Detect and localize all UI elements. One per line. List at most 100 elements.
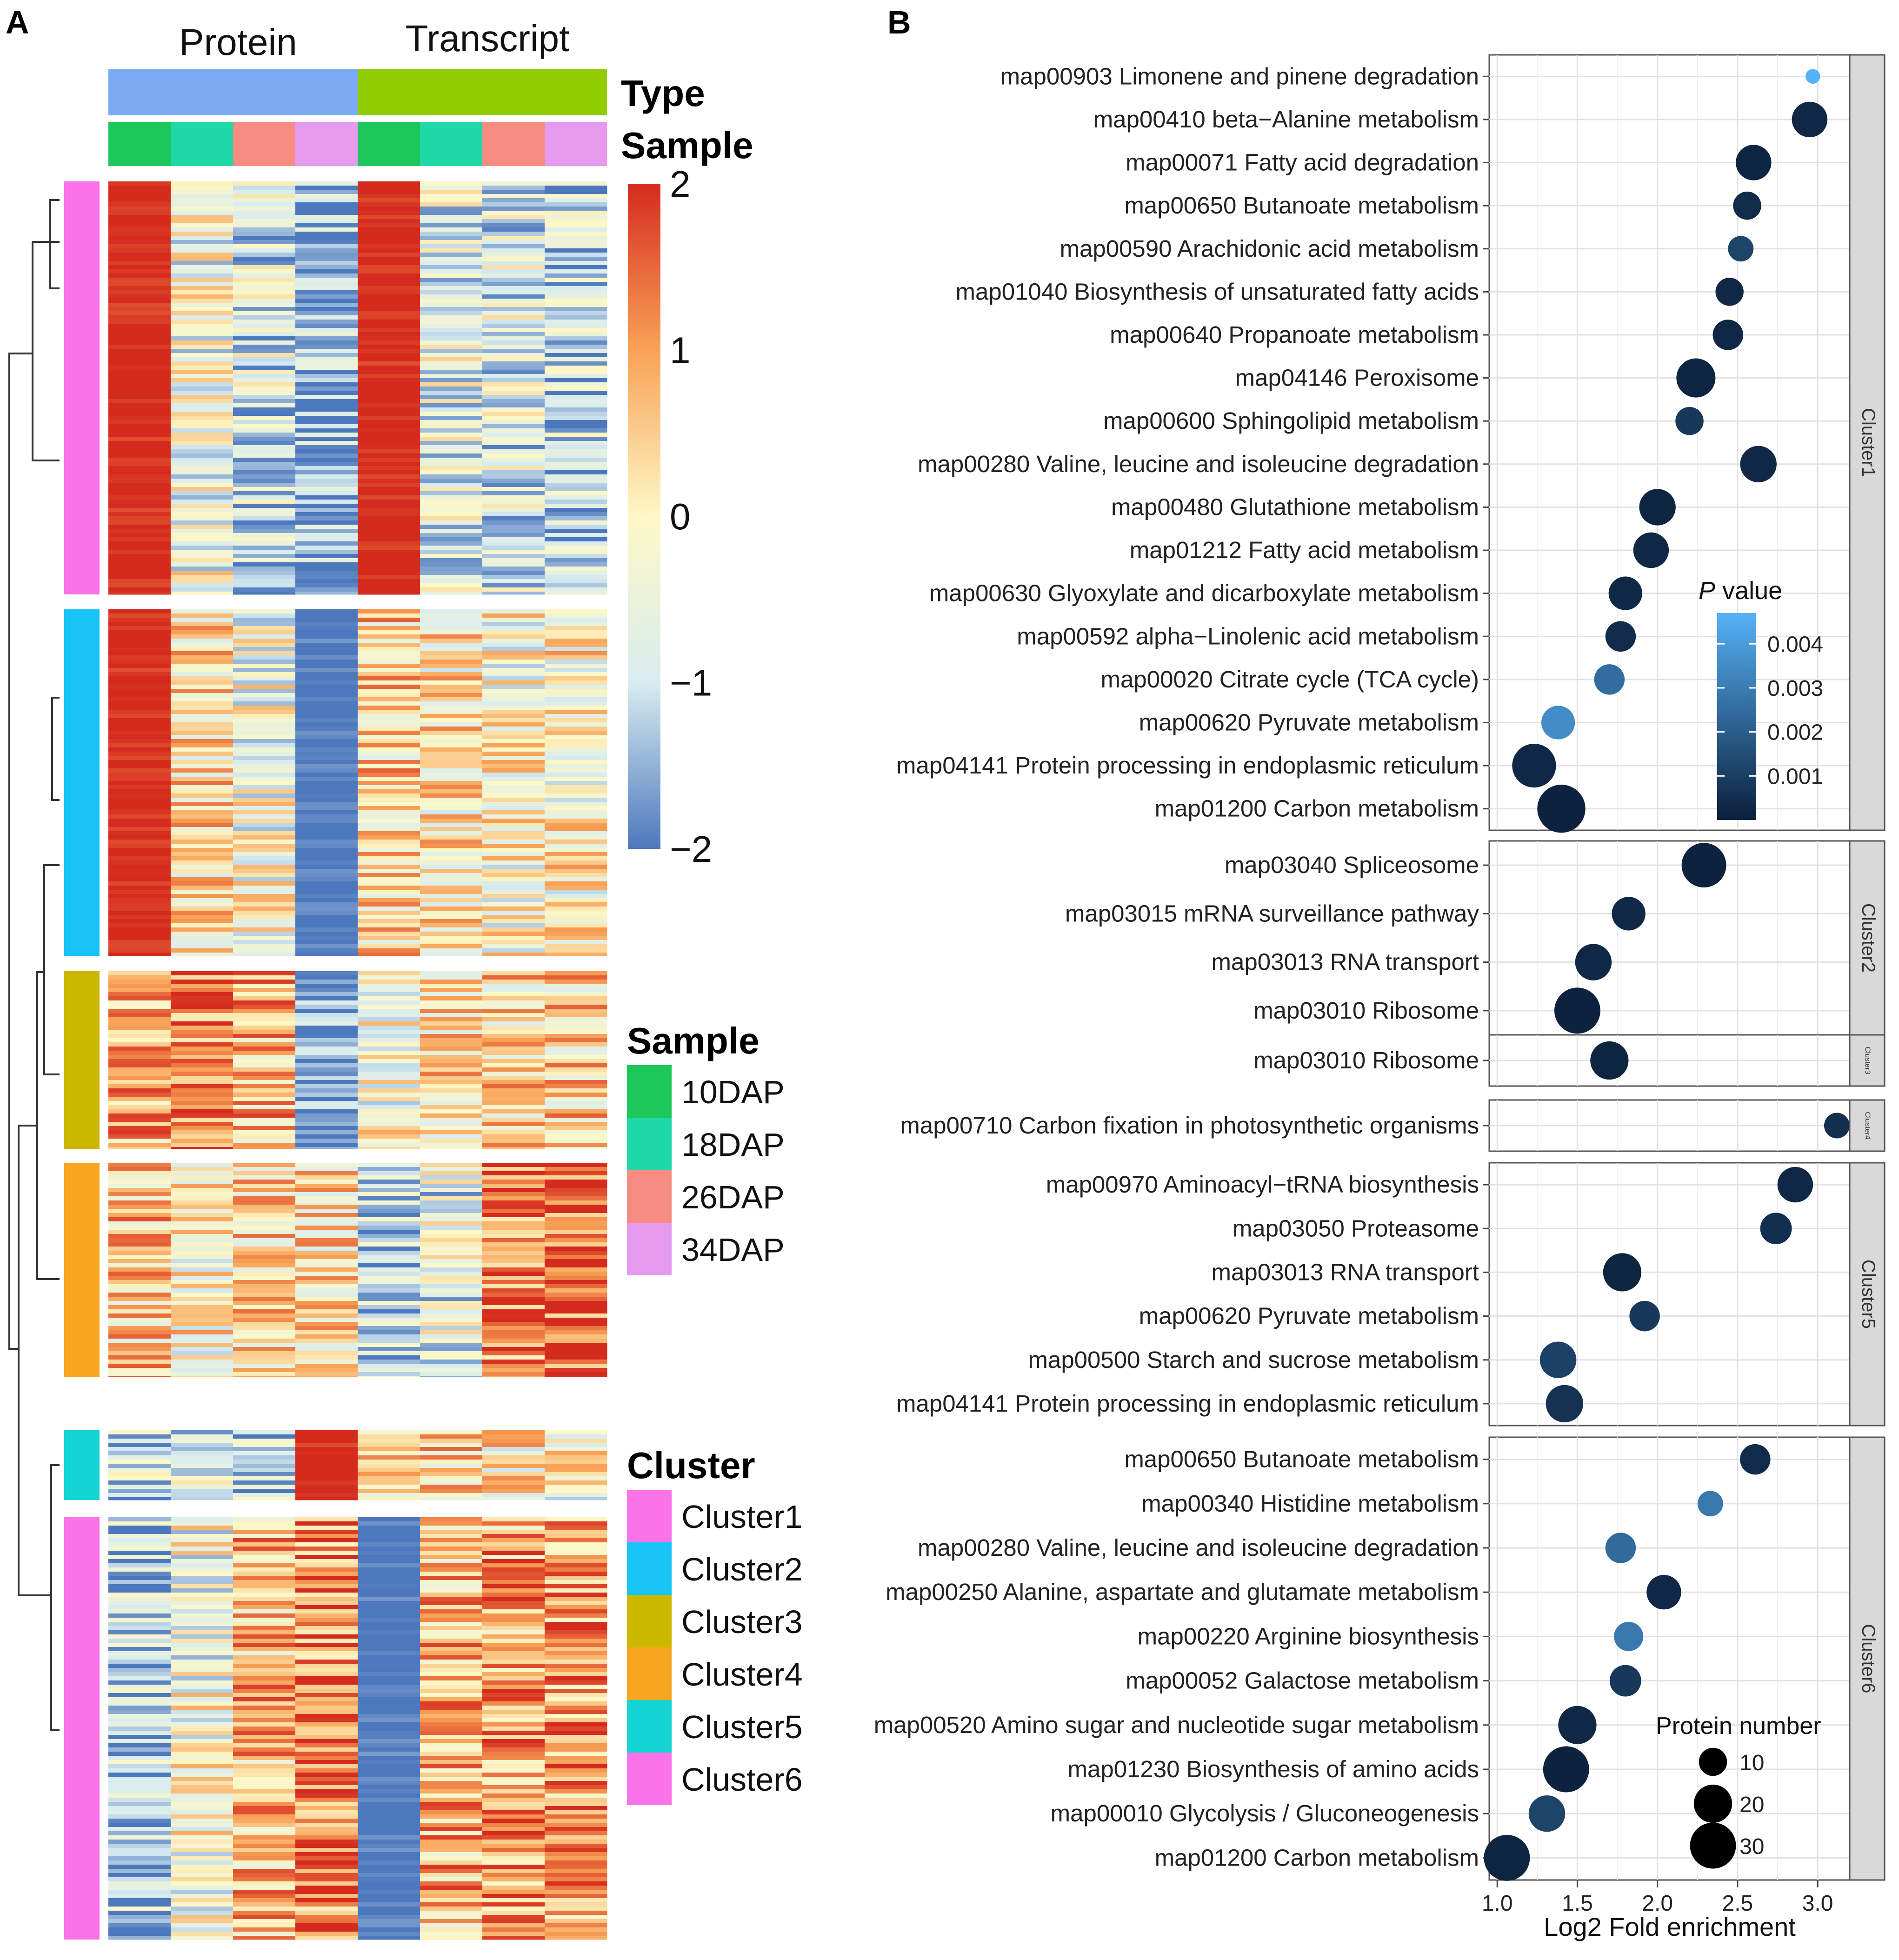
heatmap-cell	[295, 932, 358, 936]
heatmap-cell	[358, 269, 420, 274]
cluster-legend-label: Cluster2	[681, 1551, 803, 1587]
heatmap-cell	[108, 1764, 171, 1769]
heatmap-cell	[482, 739, 545, 744]
heatmap-cell	[108, 357, 171, 362]
heatmap-cell	[545, 902, 607, 907]
heatmap-cell	[358, 211, 420, 215]
heatmap-cell	[295, 529, 358, 533]
heatmap-cell	[295, 1547, 358, 1551]
heatmap-cell	[171, 1489, 233, 1493]
heatmap-cell	[295, 936, 358, 940]
heatmap-cell	[482, 835, 545, 840]
heatmap-cell	[108, 1756, 171, 1760]
heatmap-cell	[171, 273, 233, 278]
sample-cell	[295, 122, 358, 166]
heatmap-cell	[420, 1777, 483, 1781]
heatmap-cell	[482, 890, 545, 894]
heatmap-cell	[171, 1898, 233, 1903]
heatmap-cell	[108, 265, 171, 270]
heatmap-cell	[482, 1743, 545, 1748]
heatmap-cell	[108, 1339, 171, 1343]
heatmap-cell	[233, 1188, 296, 1193]
heatmap-cell	[171, 894, 233, 899]
heatmap-cell	[171, 1530, 233, 1534]
heatmap-cell	[482, 1242, 545, 1247]
heatmap-cell	[233, 940, 296, 945]
heatmap-cell	[233, 647, 296, 652]
heatmap-cell	[233, 1221, 296, 1226]
heatmap-cell	[482, 1848, 545, 1853]
heatmap-cell	[171, 664, 233, 668]
heatmap-cell	[108, 445, 171, 450]
heatmap-cell	[295, 1305, 358, 1310]
heatmap-cell	[295, 345, 358, 349]
heatmap-cell	[545, 579, 607, 584]
heatmap-cell	[171, 541, 233, 546]
heatmap-cell	[482, 672, 545, 677]
heatmap-cell	[108, 554, 171, 559]
heatmap-cell	[358, 194, 420, 199]
heatmap-cell	[108, 1485, 171, 1489]
cluster-legend-label: Cluster6	[681, 1761, 803, 1798]
heatmap-cell	[545, 1105, 607, 1110]
heatmap-cell	[358, 1067, 420, 1072]
heatmap-cell	[233, 537, 296, 542]
heatmap-cell	[233, 1898, 296, 1903]
heatmap-cell	[545, 1272, 607, 1276]
heatmap-cell	[420, 286, 483, 291]
heatmap-cell	[420, 1538, 483, 1543]
heatmap-cell	[233, 1647, 296, 1652]
heatmap-cell	[171, 1844, 233, 1848]
heatmap-cell	[295, 491, 358, 496]
heatmap-cell	[358, 706, 420, 710]
heatmap-cell	[545, 1263, 607, 1268]
heatmap-cell	[420, 680, 483, 685]
heatmap-cell	[233, 332, 296, 337]
heatmap-cell	[171, 1143, 233, 1147]
heatmap-cell	[171, 984, 233, 988]
heatmap-cell	[482, 1844, 545, 1848]
heatmap-cell	[295, 777, 358, 781]
heatmap-cell	[233, 387, 296, 391]
heatmap-cell	[482, 1689, 545, 1693]
heatmap-cell	[295, 273, 358, 278]
heatmap-cell	[482, 215, 545, 220]
heatmap-cell	[171, 433, 233, 437]
heatmap-cell	[171, 579, 233, 584]
heatmap-cell	[482, 907, 545, 911]
heatmap-cell	[108, 1647, 171, 1652]
heatmap-cell	[545, 1810, 607, 1815]
heatmap-cell	[545, 462, 607, 467]
heatmap-cell	[545, 1555, 607, 1560]
heatmap-cell	[482, 244, 545, 249]
heatmap-cell	[295, 1735, 358, 1740]
heatmap-cell	[108, 1238, 171, 1243]
heatmap-cell	[108, 1680, 171, 1685]
heatmap-cell	[171, 710, 233, 714]
heatmap-cell	[108, 257, 171, 261]
heatmap-cell	[482, 1343, 545, 1347]
heatmap-cell	[171, 403, 233, 408]
heatmap-cell	[108, 710, 171, 714]
heatmap-cell	[171, 1126, 233, 1131]
heatmap-cell	[420, 609, 483, 614]
heatmap-cell	[358, 1434, 420, 1439]
heatmap-cell	[545, 1188, 607, 1193]
heatmap-cell	[171, 1739, 233, 1744]
heatmap-cell	[358, 1293, 420, 1297]
heatmap-cell	[295, 975, 358, 980]
heatmap-cell	[171, 1447, 233, 1452]
heatmap-cell	[171, 1526, 233, 1530]
heatmap-cell	[358, 1731, 420, 1735]
heatmap-cell	[545, 1530, 607, 1534]
heatmap-cell	[482, 1326, 545, 1331]
heatmap-cell	[295, 915, 358, 920]
row-dendrogram	[8, 199, 60, 1731]
heatmap-cell	[482, 1188, 545, 1193]
heatmap-cell	[420, 1171, 483, 1176]
heatmap-cell	[108, 848, 171, 853]
heatmap-cell	[233, 1555, 296, 1560]
heatmap-cell	[358, 1547, 420, 1551]
heatmap-cell	[420, 303, 483, 307]
heatmap-cell	[482, 1167, 545, 1172]
